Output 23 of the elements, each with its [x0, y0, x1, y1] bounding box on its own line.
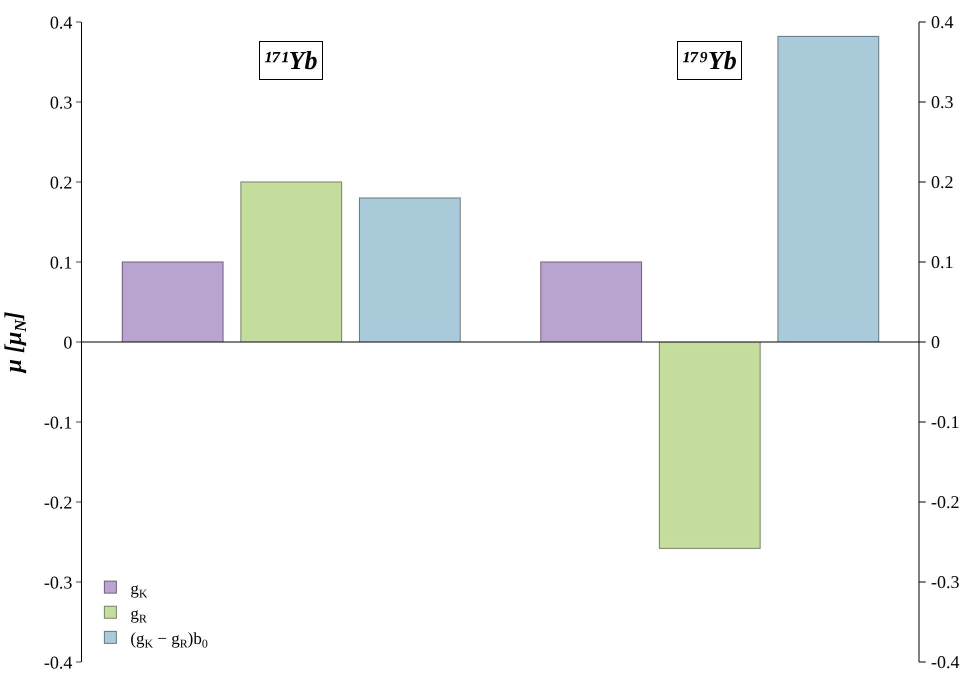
x-tick-label: ¹⁷¹Yb [264, 46, 318, 75]
y2-tick-label: 0.3 [931, 92, 954, 112]
y-tick-label: -0.4 [44, 652, 72, 672]
y2-tick-label: -0.3 [931, 572, 960, 592]
y-tick-label: -0.1 [44, 412, 72, 432]
x-tick-label: ¹⁷⁹Yb [682, 46, 737, 75]
y2-tick-label: -0.2 [931, 492, 960, 512]
legend-label: (g$_{K}$ − g$_{R}$)b$_{0}$ [130, 628, 208, 651]
legend-label: g$_{R}$ [130, 604, 147, 626]
y2-tick-label: 0.2 [931, 172, 954, 192]
y2-tick-label: -0.4 [931, 652, 960, 672]
y-tick-label: 0.4 [50, 12, 72, 32]
y-tick-label: 0 [63, 332, 72, 352]
y2-tick-label: -0.1 [931, 412, 960, 432]
y-tick-label: 0.2 [50, 172, 72, 192]
y-tick-label: 0.1 [50, 252, 72, 272]
y2-tick-label: 0.1 [931, 252, 954, 272]
y2-tick-label: 0 [931, 332, 940, 352]
y-tick-label: -0.3 [44, 572, 72, 592]
legend-label: g$_{K}$ [130, 578, 148, 600]
y-tick-label: -0.2 [44, 492, 72, 512]
y-tick-label: 0.3 [50, 92, 72, 112]
y2-tick-label: 0.4 [931, 12, 954, 32]
